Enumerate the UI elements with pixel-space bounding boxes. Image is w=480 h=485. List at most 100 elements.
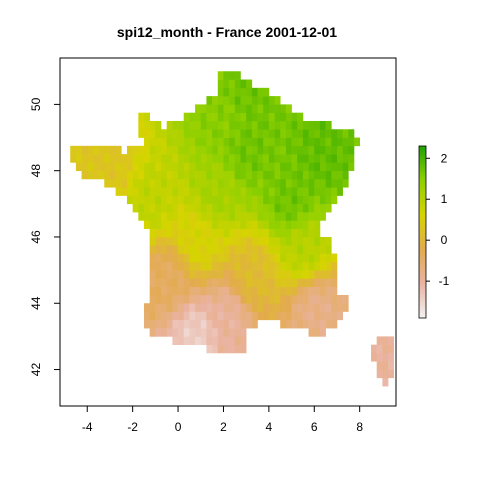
raster-cell [314,278,321,287]
raster-cell [240,236,247,246]
raster-cell [336,170,343,180]
raster-cell [376,336,383,345]
raster-cell [314,195,321,205]
raster-cell [229,104,236,113]
raster-cell [195,104,202,113]
raster-cell [183,294,190,304]
raster-cell [189,311,196,321]
raster-cell [251,303,258,312]
raster-cell [314,319,321,329]
raster-cell [189,170,196,180]
raster-cell [280,236,287,246]
raster-cell [149,195,156,205]
raster-cell [206,178,213,188]
raster-cell [183,303,190,312]
raster-cell [246,278,253,287]
raster-cell [206,220,213,229]
raster-cell [195,145,202,155]
raster-cell [297,220,304,229]
raster-cell [348,162,355,171]
raster-cell [308,203,315,213]
raster-cell [144,212,150,221]
raster-cell [268,120,275,130]
raster-cell [297,311,304,321]
raster-cell [257,203,264,213]
raster-cell [234,270,241,279]
raster-cell [149,129,156,138]
raster-cell [314,303,321,312]
raster-cell [302,303,309,312]
raster-cell [206,278,213,287]
raster-cell [229,187,236,196]
raster-cell [217,154,224,163]
raster-cell [246,286,253,296]
raster-cell [206,137,213,147]
raster-cell [274,236,281,246]
raster-cell [195,187,202,196]
raster-cell [302,278,309,287]
raster-cell [246,261,253,271]
raster-cell [189,319,196,329]
raster-cell [240,137,247,147]
raster-cell [183,319,190,329]
raster-cell [195,245,202,254]
raster-cell [234,203,241,213]
raster-cell [217,187,224,196]
raster-cell [223,178,230,188]
raster-cell [246,170,253,180]
raster-cell [229,137,236,147]
raster-cell [331,129,338,138]
raster-cell [183,112,190,122]
raster-cell [178,286,185,296]
raster-cell [297,261,304,271]
raster-cell [302,120,309,130]
raster-cell [388,336,395,345]
raster-cell [166,286,173,296]
raster-cell [200,220,207,229]
raster-cell [251,112,258,122]
raster-cell [314,294,321,304]
raster-cell [189,228,196,238]
raster-cell [155,228,162,238]
raster-cell [325,154,332,163]
raster-cell [183,328,190,337]
raster-cell [234,294,241,304]
raster-cell [240,311,247,321]
raster-cell [325,245,332,254]
raster-cell [155,294,162,304]
raster-cell [149,278,156,287]
raster-cell [126,195,133,205]
raster-cell [223,187,230,196]
raster-cell [263,178,270,188]
raster-cell [109,154,116,163]
raster-cell [240,336,247,345]
raster-cell [206,294,213,304]
raster-cell [285,195,292,205]
raster-cell [217,96,224,105]
raster-cell [195,294,202,304]
raster-cell [212,96,219,105]
raster-cell [200,278,207,287]
raster-cell [331,170,338,180]
raster-cell [98,154,105,163]
raster-cell [178,162,185,171]
x-tick-label: 8 [356,420,363,434]
raster-cell [104,162,111,171]
raster-cell [229,311,236,321]
raster-cell [268,195,275,205]
raster-cell [229,328,236,337]
raster-cell [178,137,185,147]
raster-cell [212,328,219,337]
raster-cell [172,261,179,271]
raster-cell [251,278,258,287]
raster-cell [314,203,321,213]
raster-cell [234,344,241,354]
raster-cell [388,369,395,379]
raster-cell [280,120,287,130]
raster-cell [195,129,202,138]
raster-cell [178,270,185,279]
raster-cell [161,145,168,155]
y-tick-label: 50 [29,97,43,111]
raster-cell [291,170,298,180]
raster-cell [319,145,326,155]
